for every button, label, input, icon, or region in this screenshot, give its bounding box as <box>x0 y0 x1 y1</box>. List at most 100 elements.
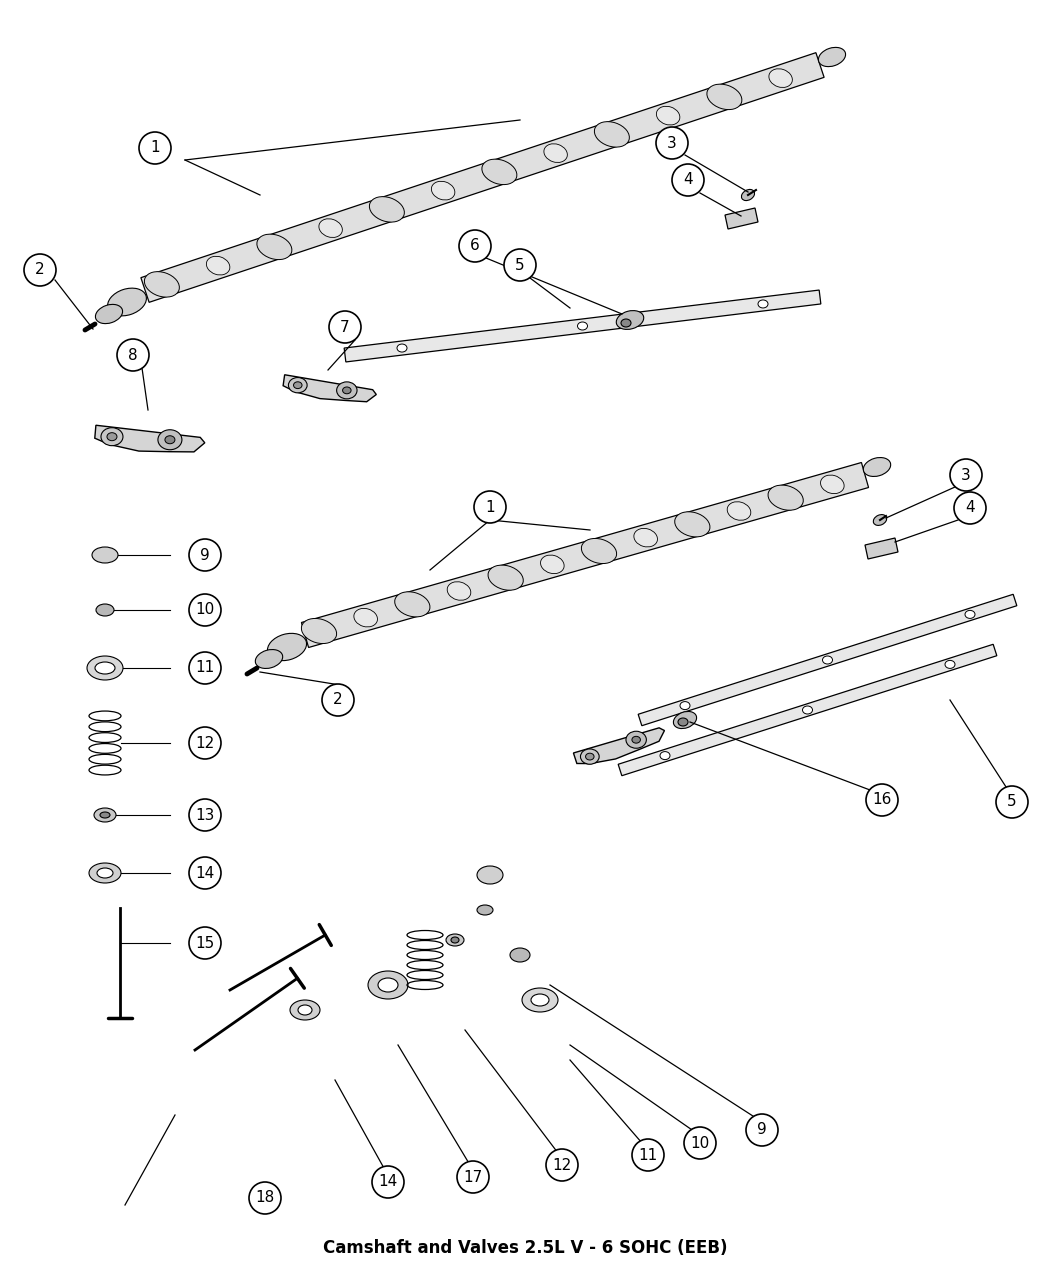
Ellipse shape <box>337 382 357 399</box>
Circle shape <box>322 683 354 717</box>
Polygon shape <box>141 52 824 302</box>
Circle shape <box>866 784 898 816</box>
Ellipse shape <box>452 937 459 944</box>
Text: 9: 9 <box>757 1122 766 1137</box>
Ellipse shape <box>522 988 558 1012</box>
Circle shape <box>249 1182 281 1214</box>
Circle shape <box>117 339 149 371</box>
Polygon shape <box>301 463 868 648</box>
Circle shape <box>139 133 171 164</box>
Ellipse shape <box>741 190 755 200</box>
Ellipse shape <box>96 604 114 616</box>
Circle shape <box>632 1139 664 1170</box>
Circle shape <box>189 539 220 571</box>
Ellipse shape <box>107 288 146 316</box>
Ellipse shape <box>378 978 398 992</box>
Ellipse shape <box>89 863 121 884</box>
Circle shape <box>189 799 220 831</box>
Circle shape <box>672 164 704 196</box>
Ellipse shape <box>319 219 342 237</box>
Text: Camshaft and Valves 2.5L V - 6 SOHC (EEB): Camshaft and Valves 2.5L V - 6 SOHC (EEB… <box>322 1239 728 1257</box>
Ellipse shape <box>581 748 600 764</box>
Ellipse shape <box>368 972 408 1000</box>
Polygon shape <box>724 208 758 230</box>
Ellipse shape <box>165 436 175 444</box>
Text: 2: 2 <box>333 692 342 708</box>
Ellipse shape <box>354 608 377 627</box>
Ellipse shape <box>477 866 503 884</box>
Ellipse shape <box>586 754 594 760</box>
Ellipse shape <box>100 812 110 819</box>
Text: 5: 5 <box>1007 794 1016 810</box>
Ellipse shape <box>769 69 793 88</box>
Text: 4: 4 <box>965 501 974 515</box>
Text: 11: 11 <box>195 660 214 676</box>
Ellipse shape <box>96 305 123 324</box>
Text: 1: 1 <box>150 140 160 156</box>
Ellipse shape <box>820 476 844 493</box>
Ellipse shape <box>945 660 956 668</box>
Text: 10: 10 <box>195 603 214 617</box>
Text: 8: 8 <box>128 348 138 362</box>
Text: 10: 10 <box>691 1136 710 1150</box>
Ellipse shape <box>301 618 337 644</box>
Circle shape <box>24 254 56 286</box>
Ellipse shape <box>660 751 670 760</box>
Ellipse shape <box>728 502 751 520</box>
Ellipse shape <box>477 905 493 915</box>
Ellipse shape <box>822 657 833 664</box>
Ellipse shape <box>94 662 116 674</box>
Circle shape <box>189 727 220 759</box>
Ellipse shape <box>92 547 118 564</box>
Ellipse shape <box>97 868 113 878</box>
Text: 3: 3 <box>667 135 677 150</box>
Circle shape <box>746 1114 778 1146</box>
Polygon shape <box>573 728 665 764</box>
Ellipse shape <box>578 323 588 330</box>
Text: 2: 2 <box>36 263 45 278</box>
Text: 18: 18 <box>255 1191 275 1205</box>
Ellipse shape <box>594 121 629 147</box>
Text: 4: 4 <box>684 172 693 187</box>
Text: 3: 3 <box>961 468 971 482</box>
Text: 11: 11 <box>638 1148 657 1163</box>
Circle shape <box>684 1127 716 1159</box>
Circle shape <box>189 927 220 959</box>
Ellipse shape <box>107 432 117 441</box>
Text: 14: 14 <box>378 1174 398 1190</box>
Ellipse shape <box>158 430 182 450</box>
Ellipse shape <box>544 144 567 162</box>
Ellipse shape <box>257 235 292 260</box>
Ellipse shape <box>510 949 530 963</box>
Ellipse shape <box>680 701 690 710</box>
Ellipse shape <box>94 808 116 822</box>
Ellipse shape <box>707 84 742 110</box>
Text: 15: 15 <box>195 936 214 950</box>
Text: 12: 12 <box>195 736 214 751</box>
Ellipse shape <box>673 711 696 728</box>
Circle shape <box>504 249 536 280</box>
Ellipse shape <box>758 300 768 309</box>
Circle shape <box>474 491 506 523</box>
Circle shape <box>189 857 220 889</box>
Ellipse shape <box>656 106 679 125</box>
Ellipse shape <box>802 706 813 714</box>
Polygon shape <box>94 426 205 451</box>
Ellipse shape <box>294 381 302 389</box>
Circle shape <box>189 594 220 626</box>
Polygon shape <box>344 289 821 362</box>
Ellipse shape <box>370 196 404 222</box>
Ellipse shape <box>626 732 647 748</box>
Ellipse shape <box>101 427 123 446</box>
Ellipse shape <box>446 935 464 946</box>
Ellipse shape <box>582 538 616 564</box>
Circle shape <box>459 230 491 261</box>
Text: 16: 16 <box>873 793 891 807</box>
Ellipse shape <box>87 657 123 680</box>
Ellipse shape <box>432 181 455 200</box>
Text: 6: 6 <box>470 238 480 254</box>
Text: 12: 12 <box>552 1158 571 1173</box>
Ellipse shape <box>965 611 975 618</box>
Text: 9: 9 <box>201 547 210 562</box>
Text: 7: 7 <box>340 320 350 334</box>
